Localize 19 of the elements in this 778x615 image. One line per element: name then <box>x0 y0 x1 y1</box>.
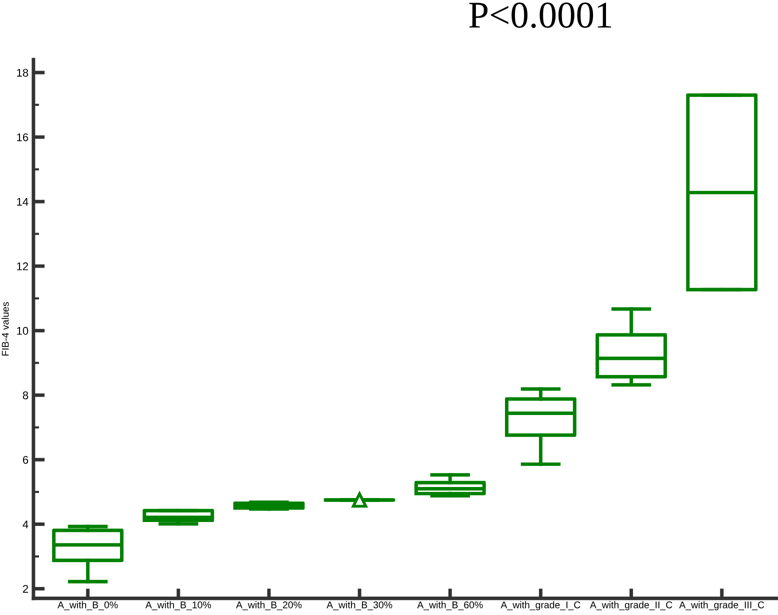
x-tick-label: A_with_B_0% <box>58 601 118 610</box>
y-tick-label: 16 <box>17 133 28 142</box>
y-tick-label: 6 <box>22 456 28 464</box>
x-tick-label: A_with_B_20% <box>236 601 302 610</box>
x-tick-label: A_with_grade_III_C <box>679 601 764 610</box>
x-tick-label: A_with_B_30% <box>326 601 392 610</box>
y-axis-title: FIB-4 values <box>2 302 9 356</box>
x-tick-label: A_with_grade_I_C <box>500 601 580 610</box>
x-tick-label: A_with_B_60% <box>417 601 483 610</box>
y-tick-label: 8 <box>22 391 28 400</box>
x-tick-label: A_with_B_10% <box>145 601 211 610</box>
y-tick-label: 12 <box>17 262 28 270</box>
y-tick-label: 4 <box>22 520 28 528</box>
y-tick-label: 14 <box>17 198 28 206</box>
y-tick-label: 18 <box>17 68 28 77</box>
y-tick-label: 2 <box>22 584 28 593</box>
text: P<0.0001 <box>469 2 612 28</box>
y-tick-label: 10 <box>17 326 28 335</box>
x-tick-label: A_with_grade_II_C <box>590 601 672 610</box>
